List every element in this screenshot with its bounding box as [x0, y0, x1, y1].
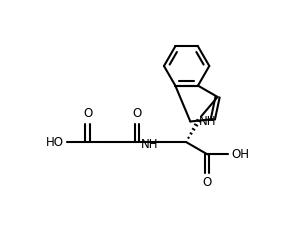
- Text: NH: NH: [199, 115, 216, 128]
- Text: NH: NH: [141, 138, 159, 151]
- Text: OH: OH: [231, 148, 249, 161]
- Text: O: O: [132, 107, 141, 120]
- Text: O: O: [83, 107, 92, 120]
- Text: HO: HO: [46, 135, 64, 149]
- Text: O: O: [203, 176, 212, 189]
